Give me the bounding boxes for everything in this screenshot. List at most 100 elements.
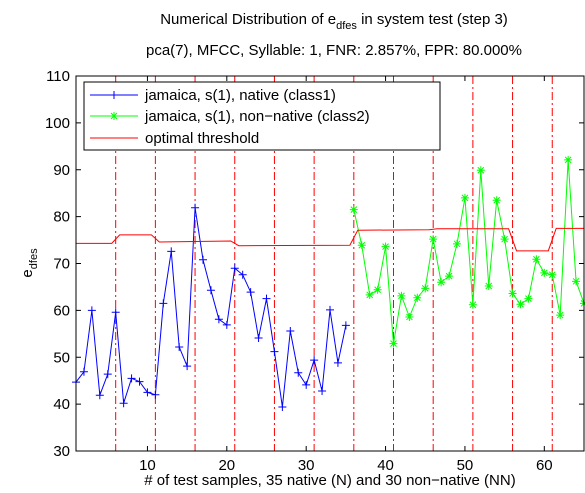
data-point-non-native [413,293,422,302]
data-point-non-native [429,235,438,244]
data-point-native [278,402,287,411]
data-point-native [127,374,136,383]
data-point-native [119,399,128,408]
data-point-native [159,299,168,308]
legend-label-non-native: jamaica, s(1), non−native (class2) [144,108,370,125]
data-point-native [318,387,327,395]
data-point-non-native [564,155,573,164]
data-point-native [183,362,192,371]
data-point-native [135,377,144,386]
data-point-native [270,347,279,356]
data-point-non-native [349,205,358,214]
data-point-non-native [572,277,581,286]
y-tick-label: 90 [53,162,70,179]
data-point-non-native [365,290,374,299]
data-point-native [230,264,239,273]
data-point-native [95,391,104,400]
data-point-non-native [381,242,390,251]
data-point-non-native [508,289,517,298]
data-point-native [151,390,160,399]
x-tick-label: 50 [457,457,474,474]
x-tick-label: 40 [377,457,394,474]
y-tick-label: 30 [53,443,70,460]
data-point-native [341,321,350,330]
y-tick-label: 80 [53,209,70,226]
legend-box [83,81,441,151]
data-point-native [143,388,152,397]
data-point-non-native [460,193,469,202]
chart-title-suffix: in system test (step 3) [357,11,508,28]
data-point-native [326,305,334,314]
chart-title-subscript: dfes [336,20,357,32]
data-point-native [286,327,295,335]
legend-label-native: jamaica, s(1), native (class1) [144,87,336,104]
y-axis-label-main: e [19,269,36,277]
data-point-native [333,358,342,367]
legend-marker-non-native [110,112,118,120]
data-point-native [214,315,223,324]
chart-title-prefix: Numerical Distribution of e [160,11,336,28]
data-point-native [175,342,184,351]
data-point-native [222,320,231,329]
legend-entry-non-native: jamaica, s(1), non−native (class2) [90,108,370,125]
data-point-non-native [453,239,461,248]
data-point-non-native [437,278,446,287]
data-point-non-native [548,270,557,279]
plot-area: 10 20 30 40 50 60 30 40 50 60 70 80 90 100 110 [45,68,585,474]
legend: jamaica, s(1), native (class1) jamaica, … [83,81,441,151]
series-line-threshold [76,227,584,252]
y-axis-label: edfes [19,248,40,278]
data-point-non-native [524,294,533,303]
data-point-non-native [540,268,549,277]
x-tick-label: 30 [298,457,315,474]
legend-label-threshold: optimal threshold [145,130,259,147]
data-point-non-native [532,255,541,264]
legend-entry-threshold: optimal threshold [90,130,259,147]
data-point-non-native [373,285,382,294]
y-tick-label: 100 [45,115,70,132]
y-tick-label: 110 [46,68,70,85]
data-point-non-native [556,311,565,320]
data-point-non-native [445,272,454,281]
data-point-non-native [397,291,406,300]
data-point-native [302,380,311,389]
data-point-native [254,334,263,343]
x-axis-label: # of test samples, 35 native (N) and 30 … [144,472,515,489]
chart-title: Numerical Distribution of edfes in syste… [160,11,508,32]
x-tick-label: 60 [536,457,553,474]
data-point-native [238,270,247,279]
data-point-native [246,288,255,297]
data-point-native [294,368,303,377]
y-tick-label: 50 [53,349,70,366]
x-tick-label: 10 [139,457,156,474]
data-point-non-native [468,300,477,309]
data-point-non-native [421,284,430,293]
axes-box [75,75,585,452]
series-line-non-native [353,159,585,344]
data-point-non-native [389,339,398,348]
data-point-non-native [484,282,493,290]
data-point-non-native [500,235,509,244]
legend-entry-native: jamaica, s(1), native (class1) [90,87,336,104]
data-point-native [167,247,176,256]
y-tick-label: 40 [53,396,70,413]
data-point-native [206,286,215,295]
data-point-non-native [492,196,501,205]
data-point-native [111,308,120,317]
data-point-non-native [405,312,414,321]
chart-subtitle: pca(7), MFCC, Syllable: 1, FNR: 2.857%, … [146,42,522,59]
data-point-non-native [357,241,366,250]
y-axis-label-subscript: dfes [28,248,40,269]
data-point-native [199,255,207,264]
data-point-native [103,370,112,379]
legend-marker-native [110,91,118,99]
data-point-native [262,294,271,303]
y-tick-label: 70 [53,256,70,273]
y-tick-label: 60 [53,302,70,319]
data-point-native [79,367,88,376]
x-tick-label: 20 [218,457,235,474]
data-point-native [310,356,319,365]
data-point-non-native [476,166,485,175]
data-point-native [191,203,200,212]
